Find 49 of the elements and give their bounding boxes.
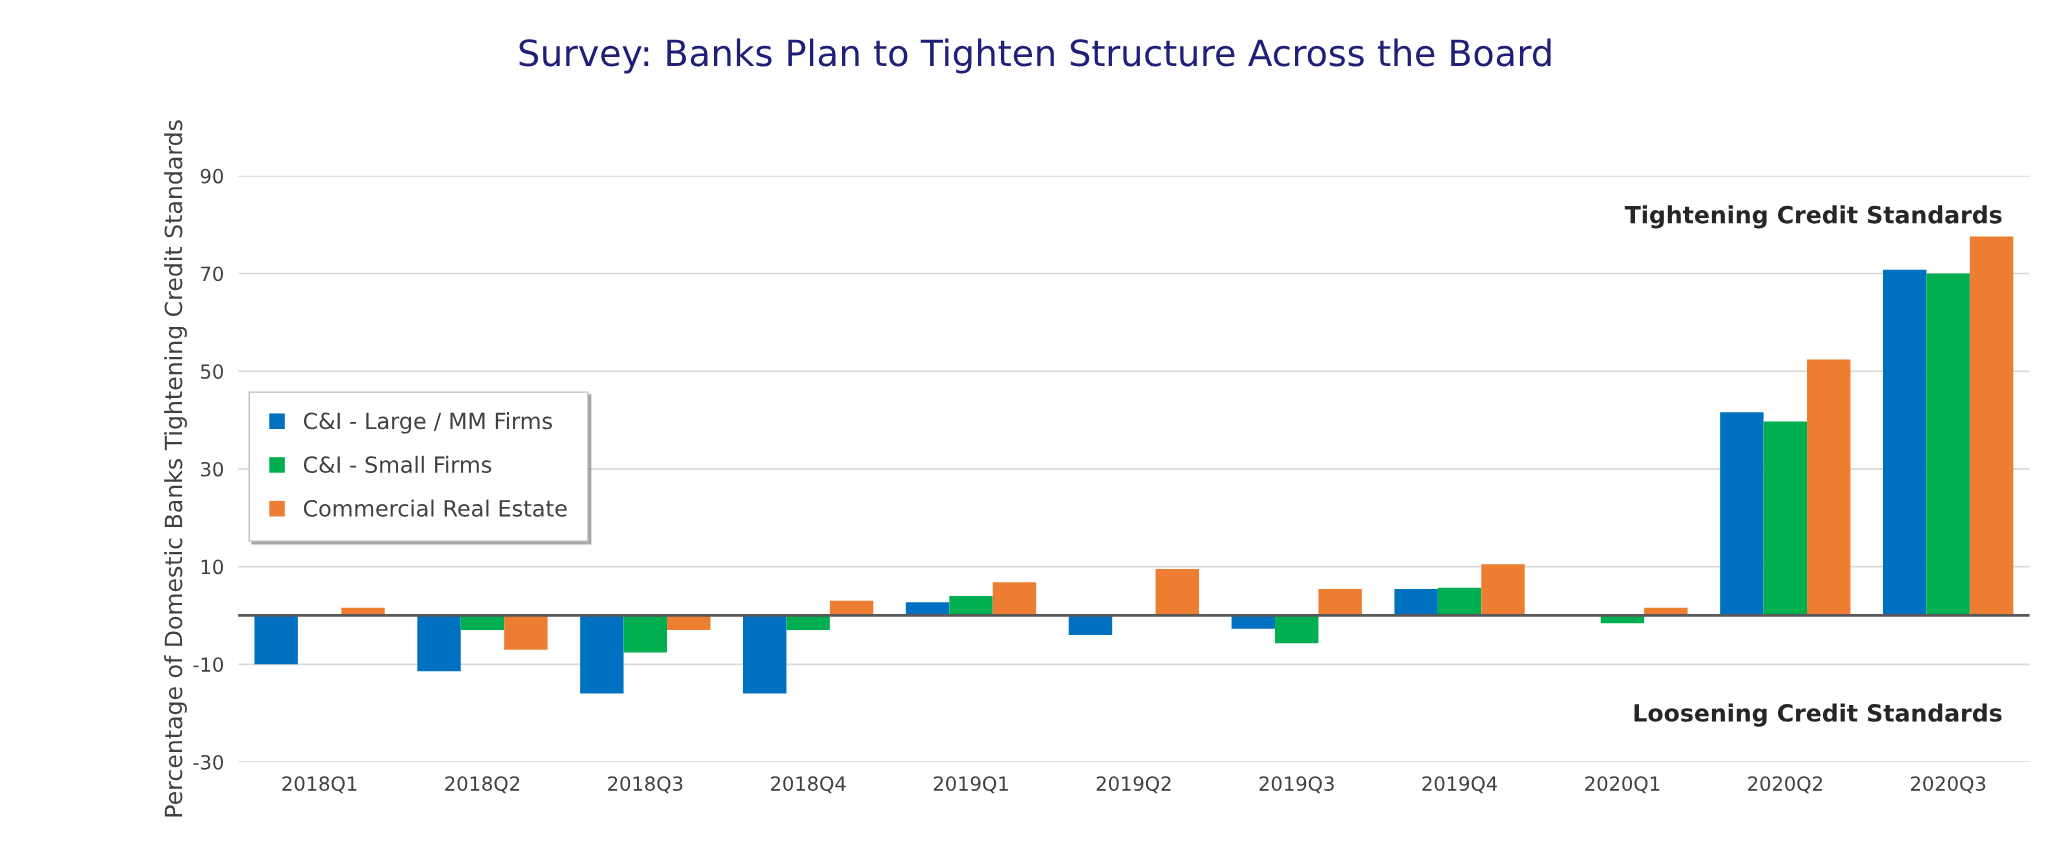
bar <box>1275 615 1319 644</box>
bar <box>1969 236 2014 616</box>
bar <box>1318 589 1362 616</box>
bar <box>1481 564 1525 616</box>
bar <box>949 595 993 616</box>
bar <box>1155 569 1200 616</box>
bar <box>743 615 787 694</box>
y-tick-label: 30 <box>201 461 223 477</box>
bar <box>580 615 624 694</box>
x-tick-label: 2020Q1 <box>1585 776 1660 794</box>
x-tick-label: 2018Q2 <box>445 776 520 794</box>
bar <box>1068 615 1113 636</box>
bar <box>1883 269 1927 616</box>
x-tick-label: 2019Q3 <box>1259 776 1334 794</box>
chart-title: Survey: Banks Plan to Tighten Structure Across the Board <box>519 38 1551 74</box>
legend-label: Commercial Real Estate <box>303 499 567 517</box>
bar <box>1394 589 1438 616</box>
x-tick-label: 2019Q2 <box>1096 776 1171 794</box>
x-tick-label: 2018Q1 <box>282 776 357 794</box>
bar <box>786 615 830 631</box>
bar <box>254 615 298 665</box>
legend-label: C&I - Large / MM Firms <box>303 412 552 434</box>
annotation: Loosening Credit Standards <box>1634 703 2002 727</box>
annotation: Tightening Credit Standards <box>1624 205 2002 229</box>
bar <box>504 615 548 650</box>
y-tick-label: -10 <box>193 657 223 672</box>
x-tick-label: 2020Q3 <box>1910 776 1986 794</box>
bar <box>417 615 461 672</box>
y-tick-label: 10 <box>201 559 223 575</box>
x-tick-label: 2020Q2 <box>1748 776 1822 794</box>
legend-label: C&I - Small Firms <box>303 455 492 474</box>
bar <box>992 582 1037 616</box>
x-tick-label: 2018Q4 <box>771 776 846 794</box>
y-axis-title: Percentage of Domestic Banks Tightening Credit Standards <box>164 120 187 817</box>
y-tick-label: 50 <box>201 364 223 379</box>
bar <box>623 615 668 653</box>
bar <box>1437 587 1482 616</box>
x-tick-label: 2018Q3 <box>608 776 683 794</box>
bar <box>1807 359 1851 616</box>
bar <box>1763 421 1808 616</box>
bar <box>905 602 950 616</box>
y-tick-label: 90 <box>200 168 223 184</box>
y-tick-label: 70 <box>201 266 223 282</box>
y-tick-label: -30 <box>193 754 223 770</box>
x-tick-label: 2019Q1 <box>933 776 1008 794</box>
x-tick-label: 2019Q4 <box>1422 776 1498 794</box>
bar <box>1926 273 1970 616</box>
bar <box>1231 615 1276 629</box>
bar <box>1720 412 1764 616</box>
